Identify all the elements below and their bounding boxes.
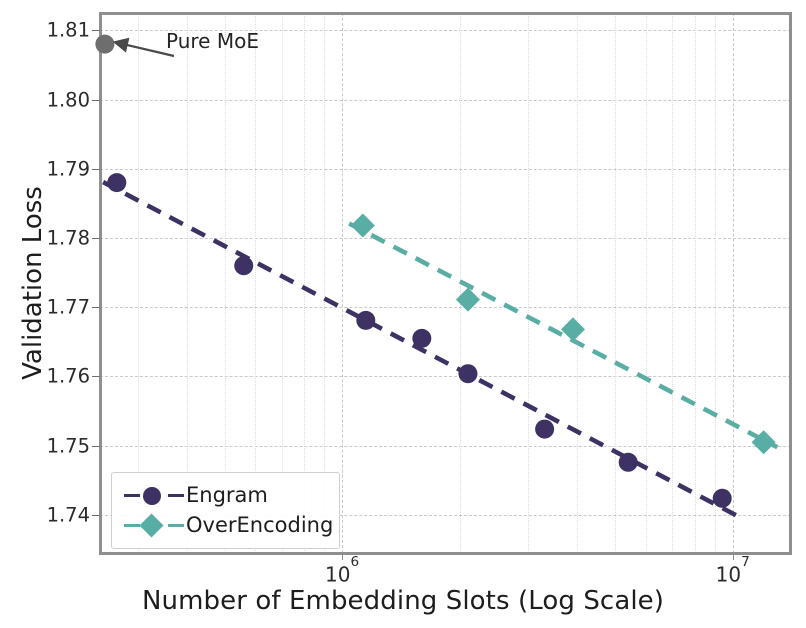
legend-label-engram: Engram — [186, 483, 268, 507]
data-point-engram — [535, 419, 555, 439]
data-point-engram — [618, 452, 638, 472]
legend-marker-circle-icon — [122, 483, 186, 507]
trend-line-overencoding — [348, 221, 779, 450]
data-point-engram — [458, 364, 478, 384]
annotation-pure-moe: Pure MoE — [166, 29, 259, 53]
y-tick-mark — [92, 238, 100, 239]
y-tick-mark — [92, 514, 100, 516]
y-tick-label: 1.81 — [46, 18, 90, 42]
y-tick-mark — [92, 307, 100, 309]
axis-spine-top — [99, 12, 792, 15]
axis-spine-right — [789, 12, 792, 554]
x-tick-mark — [732, 554, 734, 560]
legend-label-overencoding: OverEncoding — [186, 513, 334, 537]
annotation-arrow-icon — [112, 37, 175, 58]
y-tick-label: 1.74 — [46, 503, 90, 527]
data-point-pure-moe — [95, 34, 115, 54]
data-point-engram — [356, 310, 376, 330]
y-tick-label: 1.79 — [46, 157, 90, 181]
data-point-engram — [412, 328, 432, 348]
legend-entry-overencoding: OverEncoding — [122, 510, 333, 540]
x-tick-label: 107 — [715, 553, 750, 587]
y-tick-mark — [92, 30, 100, 32]
data-point-engram — [234, 256, 254, 276]
legend-marker-diamond-icon — [122, 513, 186, 538]
data-point-overencoding — [560, 317, 585, 342]
y-tick-label: 1.75 — [46, 434, 90, 458]
x-tick-label: 106 — [325, 553, 360, 587]
y-tick-label: 1.77 — [46, 295, 90, 319]
data-point-engram — [107, 173, 127, 193]
y-tick-label: 1.76 — [46, 364, 90, 388]
x-axis-label: Number of Embedding Slots (Log Scale) — [141, 586, 665, 616]
legend[interactable]: Engram OverEncoding — [111, 472, 340, 549]
axis-spine-bottom — [99, 552, 792, 555]
y-tick-mark — [92, 376, 100, 378]
data-point-engram — [712, 488, 732, 508]
y-axis-label: Validation Loss — [18, 186, 48, 380]
y-tick-mark — [92, 445, 100, 447]
legend-entry-engram: Engram — [122, 480, 329, 510]
y-tick-mark — [92, 99, 100, 101]
data-point-overencoding — [350, 213, 375, 238]
y-tick-mark — [92, 168, 100, 170]
y-tick-label: 1.80 — [46, 88, 90, 112]
y-tick-label: 1.78 — [46, 226, 90, 250]
trend-line-engram — [102, 180, 737, 518]
x-tick-mark — [342, 554, 344, 560]
axis-spine-left — [99, 12, 102, 554]
data-point-overencoding — [455, 287, 480, 312]
